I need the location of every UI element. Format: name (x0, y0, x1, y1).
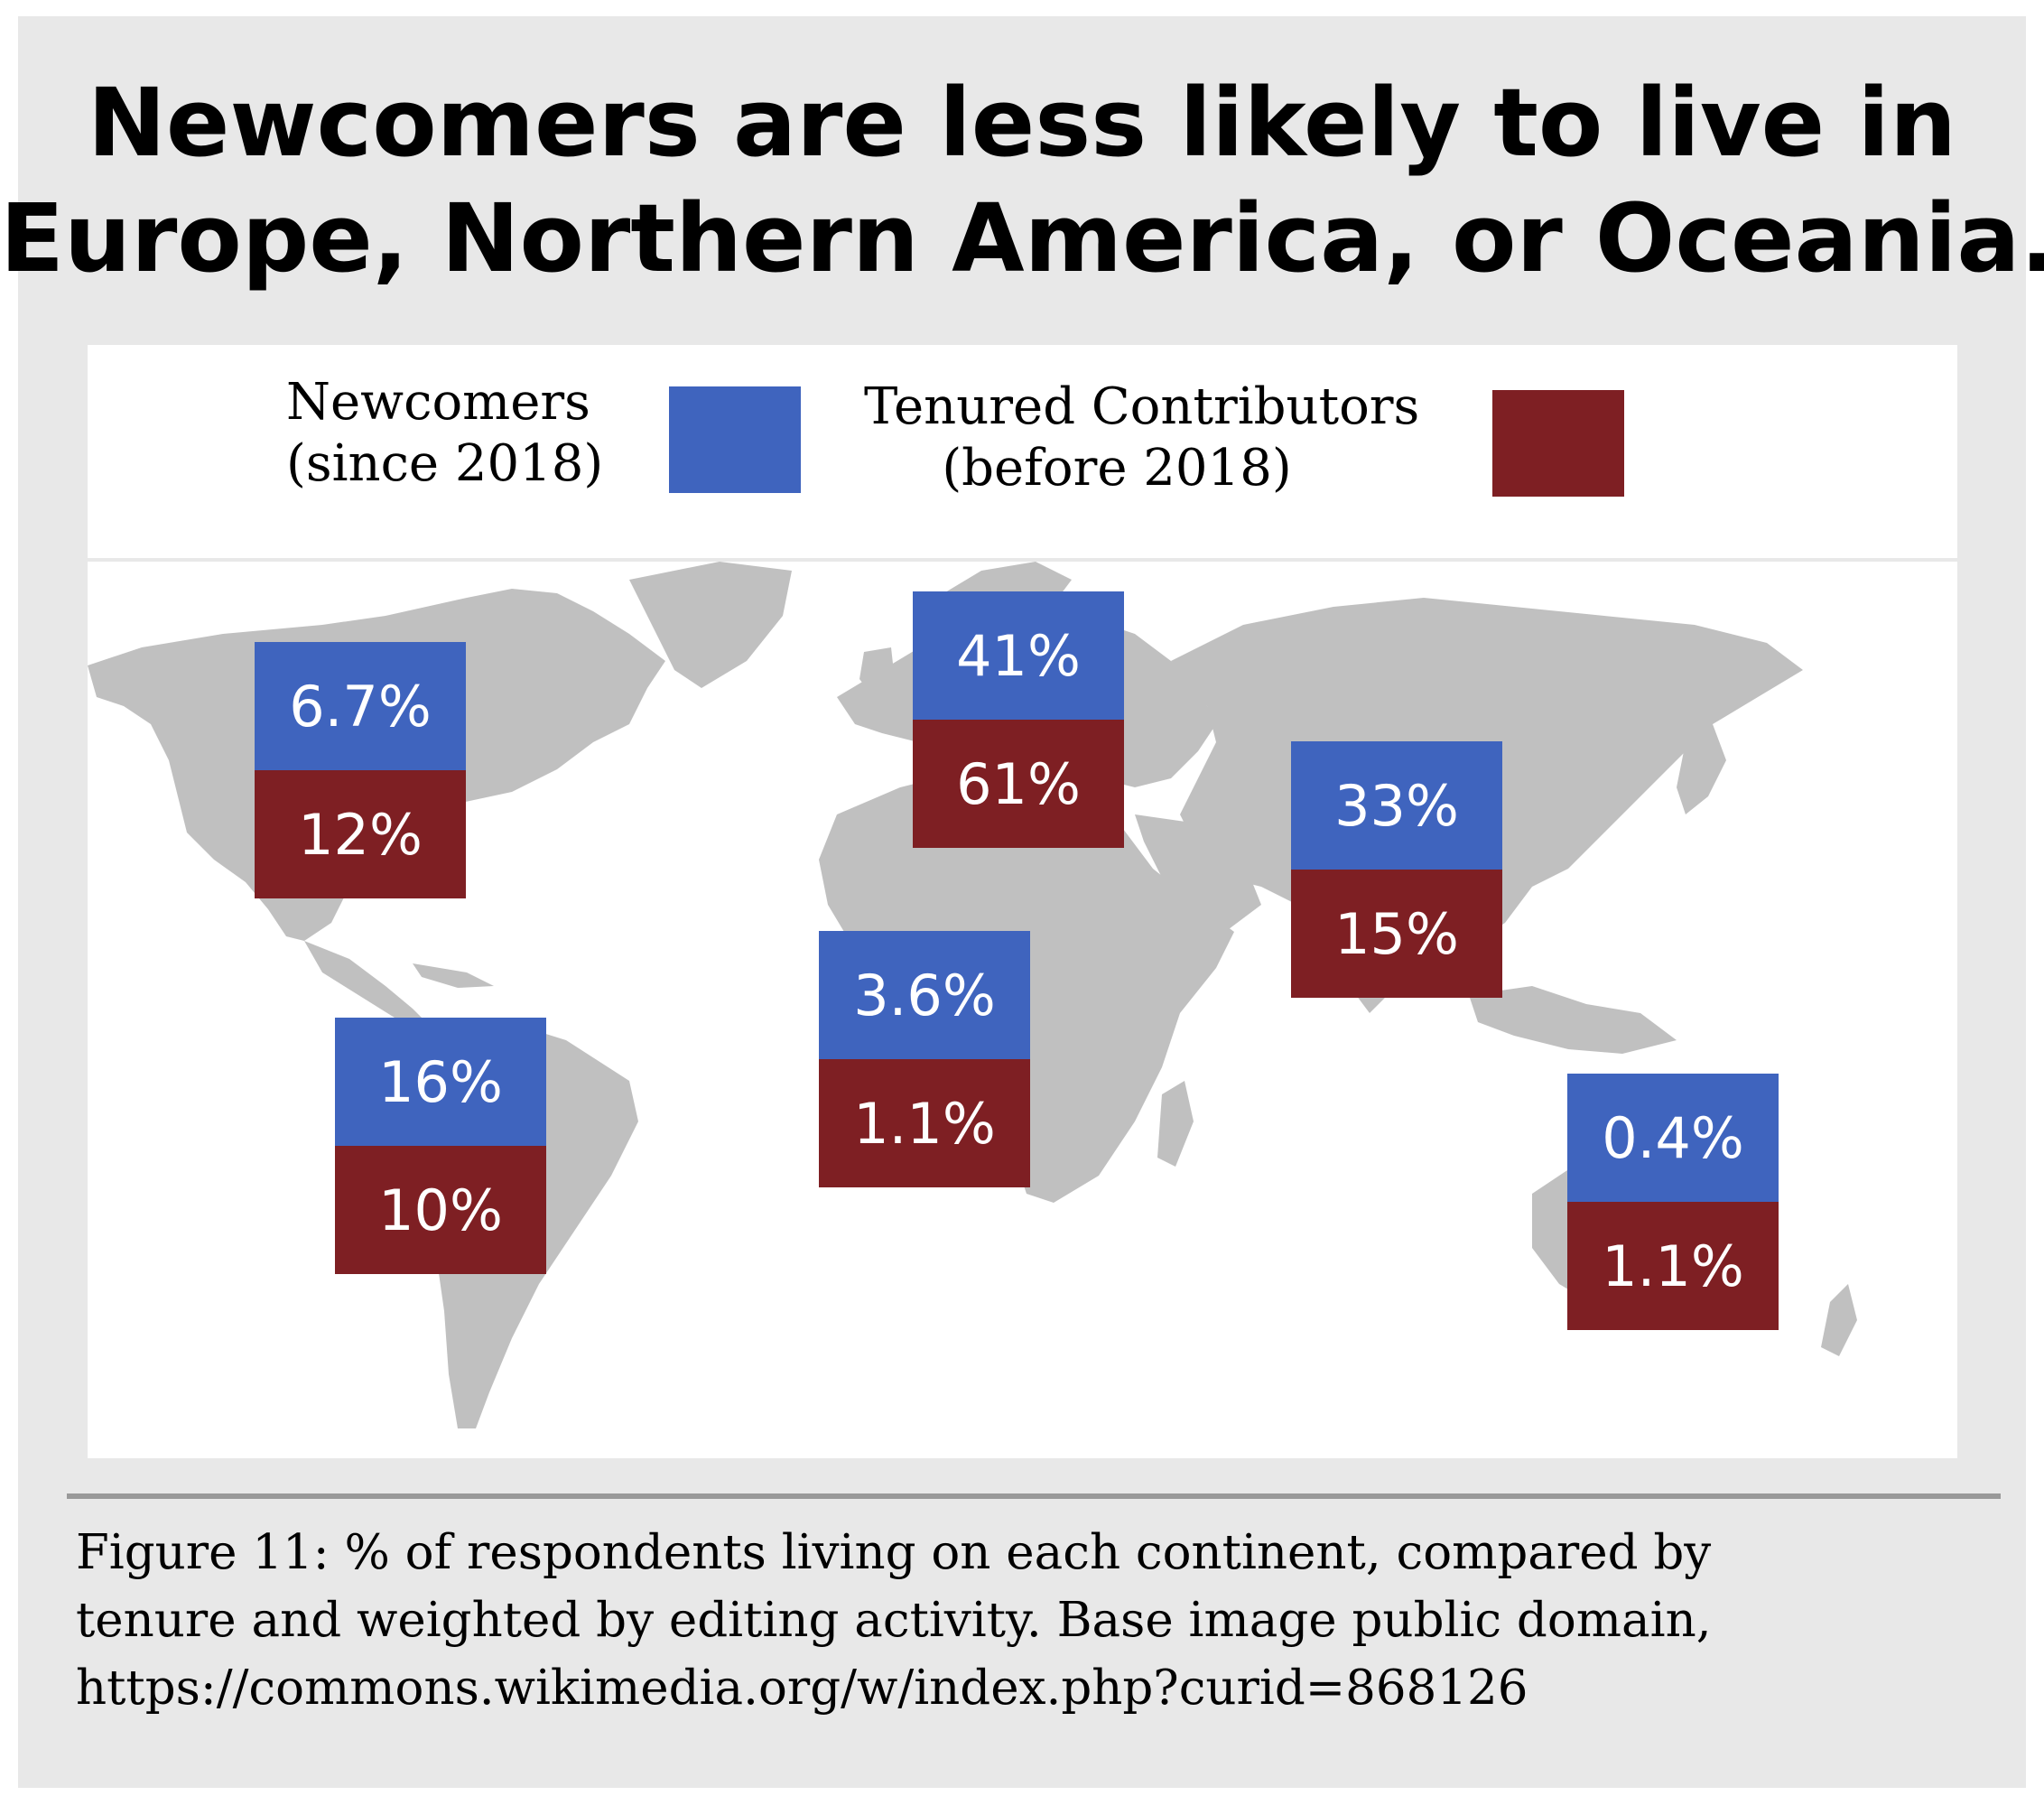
newcomers-value: 0.4% (1567, 1074, 1779, 1202)
region-box-europe: 41% 61% (913, 591, 1124, 848)
legend-newcomers-line2: (since 2018) (286, 434, 604, 493)
region-box-south-america: 16% 10% (335, 1018, 546, 1274)
landmass-arabia (1135, 814, 1261, 932)
tenured-value: 1.1% (819, 1059, 1030, 1187)
tenured-value: 12% (255, 770, 466, 898)
landmass-madagascar (1157, 1081, 1194, 1167)
legend-label-newcomers: Newcomers (since 2018) (286, 372, 604, 495)
region-box-north-america: 6.7% 12% (255, 642, 466, 898)
landmass-southeast-asia (1469, 986, 1677, 1054)
tenured-value: 10% (335, 1146, 546, 1274)
newcomers-value: 16% (335, 1018, 546, 1146)
legend-tenured-line2: (before 2018) (942, 439, 1292, 498)
legend-tenured-line1: Tenured Contributors (864, 377, 1420, 436)
figure-caption: Figure 11: % of respondents living on ea… (76, 1519, 1990, 1722)
newcomers-value: 41% (913, 591, 1124, 720)
legend-newcomers-line1: Newcomers (286, 373, 590, 432)
landmass-japan (1677, 724, 1726, 814)
tenured-value: 61% (913, 720, 1124, 848)
legend-swatch-tenured (1492, 390, 1624, 497)
legend-label-tenured: Tenured Contributors (before 2018) (864, 377, 1420, 499)
newcomers-value: 33% (1291, 741, 1502, 870)
title-line-2: Europe, Northern America, or Oceania. (0, 183, 2044, 293)
caption-line-1: Figure 11: % of respondents living on ea… (76, 1525, 1712, 1580)
region-box-asia: 33% 15% (1291, 741, 1502, 998)
title-line-1: Newcomers are less likely to live in (87, 68, 1957, 178)
newcomers-value: 3.6% (819, 931, 1030, 1059)
landmass-greenland (629, 562, 792, 688)
landmass-new-zealand (1821, 1284, 1857, 1356)
region-box-oceania: 0.4% 1.1% (1567, 1074, 1779, 1330)
legend-swatch-newcomers (669, 386, 801, 493)
region-box-africa: 3.6% 1.1% (819, 931, 1030, 1187)
legend: Newcomers (since 2018) Tenured Contribut… (88, 345, 1957, 562)
figure-title: Newcomers are less likely to live in Eur… (0, 65, 2044, 296)
newcomers-value: 6.7% (255, 642, 466, 770)
caption-divider (67, 1493, 2001, 1499)
landmass-central-america (304, 941, 435, 1036)
caption-line-3: https://commons.wikimedia.org/w/index.ph… (76, 1661, 1528, 1716)
tenured-value: 1.1% (1567, 1202, 1779, 1330)
landmass-british-isles (859, 647, 896, 697)
tenured-value: 15% (1291, 870, 1502, 998)
caption-line-2: tenure and weighted by editing activity.… (76, 1593, 1712, 1648)
landmass-caribbean (413, 963, 494, 988)
